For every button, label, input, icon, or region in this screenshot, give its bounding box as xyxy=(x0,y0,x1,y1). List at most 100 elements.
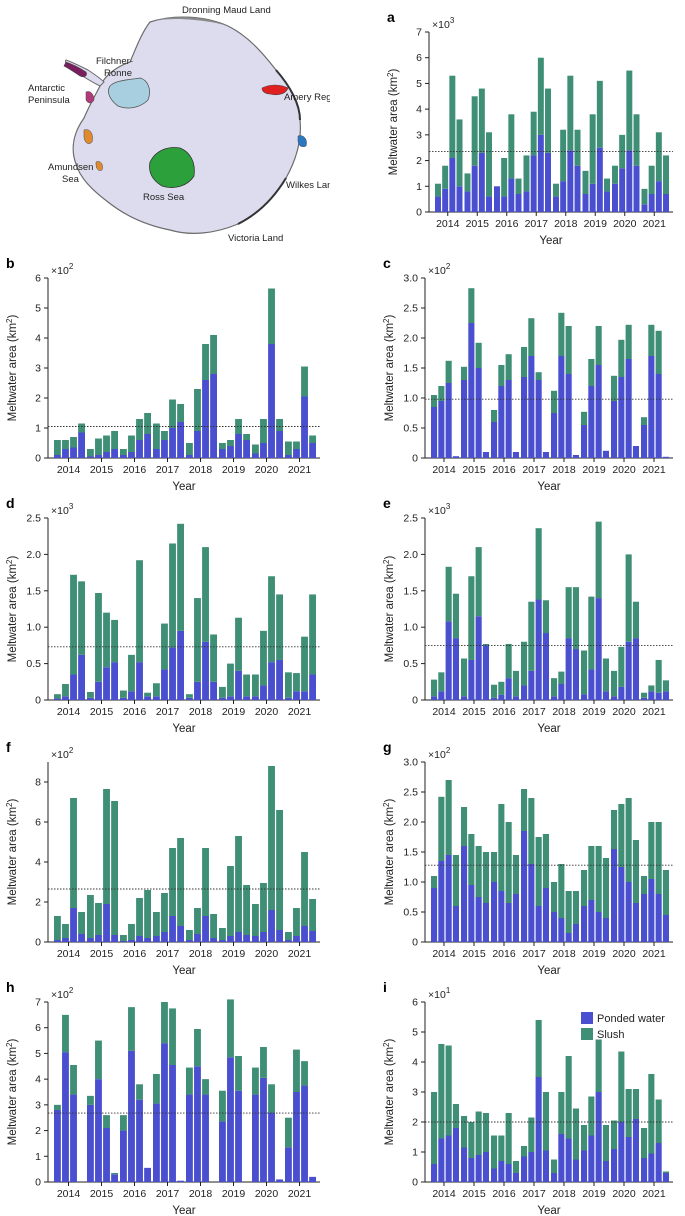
chart-f-bar-slush xyxy=(111,801,118,935)
chart-i-bar-slush xyxy=(602,1125,609,1161)
chart-c-bar-slush xyxy=(655,330,662,374)
chart-g-bar-slush xyxy=(551,882,558,912)
chart-a-bar-ponded xyxy=(508,178,515,212)
chart-f-bar-slush xyxy=(243,885,250,935)
chart-d-ylabel-end: ) xyxy=(7,555,19,559)
chart-f-bar-ponded xyxy=(169,916,176,942)
chart-c-bar-ponded xyxy=(431,407,438,458)
chart-g-xtick-label: 2020 xyxy=(612,948,636,960)
chart-c-bar-ponded xyxy=(595,365,602,458)
chart-f-ylabel-sup: 2 xyxy=(5,802,14,807)
label-amundsen: Amundsen xyxy=(48,162,93,173)
chart-g-bar-ponded xyxy=(641,894,648,942)
chart-d-bar-slush xyxy=(301,636,308,692)
chart-b-bar-slush xyxy=(285,441,292,455)
chart-f-bar-ponded xyxy=(144,938,151,942)
chart-f-ytick-label: 0 xyxy=(35,937,41,949)
chart-h-bar-slush xyxy=(194,1029,201,1067)
chart-f-bar-slush xyxy=(301,852,308,926)
chart-i-bar-slush xyxy=(565,1056,572,1139)
chart-f-bar-slush xyxy=(285,932,292,940)
chart-f-bar-ponded xyxy=(177,926,184,942)
chart-i-xtick-label: 2018 xyxy=(552,1188,576,1200)
chart-a-bar-ponded xyxy=(464,191,471,212)
chart-b-bar-slush xyxy=(227,440,234,446)
chart-b-bar-slush xyxy=(103,435,110,452)
label-filchner-2: Ronne xyxy=(104,68,132,79)
chart-d-bar-slush xyxy=(243,674,250,697)
chart-g-bar-slush xyxy=(528,798,535,864)
chart-d-bar-slush xyxy=(276,594,283,660)
chart-h-xtick-label: 2018 xyxy=(189,1188,213,1200)
chart-g-bar-ponded xyxy=(528,864,535,942)
chart-b-bar-ponded xyxy=(62,449,69,458)
chart-h-bar-slush xyxy=(136,1084,143,1100)
chart-a-bar-ponded xyxy=(626,150,633,212)
chart-b-bar-ponded xyxy=(202,380,209,458)
chart-b-bar-slush xyxy=(186,443,193,455)
chart-h-ylabel-sup: 2 xyxy=(5,1042,14,1047)
chart-a-ytick-label: 7 xyxy=(416,27,422,39)
chart-e-bar-ponded xyxy=(512,696,519,700)
chart-c-bar-ponded xyxy=(572,455,579,458)
chart-d-bar-slush xyxy=(95,592,102,682)
chart-a-bar-slush xyxy=(486,132,492,197)
chart-h-bar-ponded xyxy=(293,1092,300,1182)
chart-g-bar-ponded xyxy=(475,897,482,942)
chart-d-bar-ponded xyxy=(194,681,201,700)
chart-e-bar-slush xyxy=(475,547,482,617)
chart-i-bar-slush xyxy=(641,1128,648,1158)
chart-b-multiplier-exponent: 2 xyxy=(69,262,74,271)
chart-g-bar-slush xyxy=(641,876,648,894)
chart-h-bar-ponded xyxy=(169,1065,176,1182)
chart-b-bar-ponded xyxy=(301,396,308,458)
chart-e-bar-slush xyxy=(602,658,609,692)
chart-a-xtick-label: 2017 xyxy=(525,218,549,230)
chart-b-bar-ponded xyxy=(260,443,267,458)
chart-f-bar-slush xyxy=(293,908,300,936)
chart-a-bar-ponded xyxy=(486,196,492,212)
chart-g-bar-slush xyxy=(542,834,549,888)
chart-g-bar-ponded xyxy=(625,882,632,942)
chart-b-bar-slush xyxy=(293,441,300,449)
chart-b-bar-ponded xyxy=(210,374,217,458)
chart-h-bar-ponded xyxy=(161,1043,168,1182)
chart-i-bar-slush xyxy=(461,1116,468,1148)
chart-b-bar-ponded xyxy=(111,449,118,458)
chart-h-bar-slush xyxy=(293,1049,300,1092)
chart-g-ylabel-end: ) xyxy=(384,798,396,802)
chart-e-bar-ponded xyxy=(662,691,669,700)
chart-a-ytick-label: 5 xyxy=(416,78,422,90)
chart-d-bar-slush xyxy=(252,674,259,697)
chart-e-bar-ponded xyxy=(445,621,452,700)
chart-e-bar-slush xyxy=(505,643,512,679)
chart-g-bar-slush xyxy=(581,870,588,906)
chart-g-xtick-label: 2021 xyxy=(642,948,666,960)
chart-g-bar-slush xyxy=(565,891,572,933)
chart-b-bar-slush xyxy=(309,435,316,443)
chart-g-multiplier: ×102 xyxy=(428,746,451,761)
chart-b-bar-ponded xyxy=(285,455,292,458)
legend-slush-swatch xyxy=(581,1028,593,1040)
chart-i-bar-slush xyxy=(655,1099,662,1143)
chart-b-bar-slush xyxy=(161,431,168,440)
chart-e-multiplier: ×103 xyxy=(428,502,451,517)
chart-h-bar-slush xyxy=(301,1061,308,1086)
chart-h-bar-slush xyxy=(95,1040,102,1080)
chart-h-bar-slush xyxy=(260,1047,267,1078)
chart-f-bar-slush xyxy=(202,848,209,916)
chart-h-bar-ponded xyxy=(95,1079,102,1182)
chart-a-xlabel: Year xyxy=(539,235,562,247)
chart-g-bar-ponded xyxy=(535,906,542,942)
chart-i-panel-letter: i xyxy=(383,979,387,995)
chart-f-bar-slush xyxy=(128,924,135,940)
chart-g-bar-slush xyxy=(632,840,639,903)
chart-e-bar-ponded xyxy=(521,685,528,700)
chart-i-bar-ponded xyxy=(491,1168,498,1182)
chart-d-bar-slush xyxy=(62,683,69,697)
chart-c-bar-slush xyxy=(535,372,542,380)
chart-g-bar-ponded xyxy=(445,855,452,942)
chart-i-bar-ponded xyxy=(611,1149,618,1182)
chart-b-bar-slush xyxy=(210,335,217,374)
chart-c-bar-ponded xyxy=(632,446,639,458)
